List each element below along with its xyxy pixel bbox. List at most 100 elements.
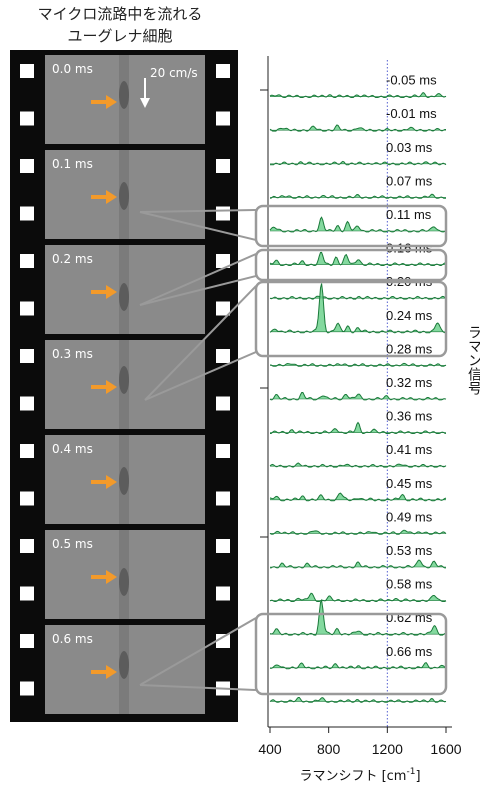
spectrum-line [269, 295, 447, 300]
spectrum-trace: 0.49 ms [269, 509, 447, 535]
orange-arrow-head [106, 570, 117, 584]
film-frame: 0.3 ms [45, 340, 205, 429]
spectrum-trace: 0.45 ms [269, 476, 447, 502]
frame-time-label: 0.5 ms [52, 537, 93, 551]
sprocket-hole-left [20, 444, 34, 458]
sprocket-hole-left [20, 539, 34, 553]
sprocket-hole-right [216, 396, 230, 411]
spectrum-time-label: -0.05 ms [386, 73, 437, 88]
sprocket-hole-left [20, 111, 34, 126]
spectrum-trace: 0.62 ms [269, 598, 447, 636]
sprocket-hole-left [20, 396, 34, 411]
flow-direction-indicator: 20 cm/s [140, 66, 198, 108]
y-axis-label: ラマン信号 [466, 325, 480, 395]
connector-line [139, 211, 257, 241]
connector-line [139, 253, 257, 306]
film-frame: 0.5 ms [45, 530, 205, 619]
orange-arrow-head [106, 665, 117, 679]
figure-title-line2: ユーグレナ細胞 [67, 27, 173, 45]
sprocket-hole-right [216, 206, 230, 221]
frame-time-label: 0.2 ms [52, 252, 93, 266]
connector-line [144, 351, 257, 401]
flow-arrow-head [140, 98, 150, 108]
sprocket-hole-right [216, 349, 230, 363]
spectrum-line [270, 160, 447, 166]
sprocket-hole-left [20, 254, 34, 268]
sprocket-hole-left [20, 64, 34, 78]
sprocket-hole-left [20, 206, 34, 221]
spectrum-line [270, 421, 447, 435]
cell-blob [119, 651, 129, 679]
spectrum-trace: -0.01 ms [269, 106, 446, 132]
spectrum-time-label: 0.58 ms [386, 577, 433, 592]
x-ticks: 400 800 1200 1600 [258, 727, 462, 757]
cell-blob [119, 283, 129, 311]
spectrum-line [269, 492, 447, 502]
spectrum-trace: 0.24 ms [269, 283, 447, 334]
spectrum-time-label: 0.16 ms [386, 241, 433, 256]
highlight-box [254, 612, 448, 696]
film-frame: 0.4 ms [45, 435, 205, 524]
spectrum-trace: 0.20 ms [269, 274, 447, 300]
sprocket-hole-right [216, 301, 230, 316]
sprocket-hole-left [20, 491, 34, 506]
cell-blob [119, 366, 129, 394]
figure-title-line1: マイクロ流路中を流れる [37, 5, 203, 23]
connector-line [144, 285, 257, 401]
film-frame: 0.6 ms [45, 625, 205, 714]
spectrum-line [269, 392, 447, 401]
spectrum-time-label: 0.36 ms [386, 409, 433, 424]
spectrum-time-label: 0.28 ms [386, 341, 433, 356]
flow-speed-label: 20 cm/s [150, 66, 198, 80]
spectrum-fill [270, 662, 446, 669]
film-frame: 0.1 ms [45, 150, 205, 239]
spectrum-time-label: 0.03 ms [386, 140, 433, 155]
cell-blob [119, 467, 129, 495]
spectrum-trace [269, 697, 447, 703]
spectrum-time-label: 0.07 ms [386, 173, 433, 188]
spectrum-fill [270, 422, 446, 434]
highlight-box [254, 280, 448, 358]
orange-arrow-head [106, 190, 117, 204]
sprocket-hole-left [20, 681, 34, 696]
sprocket-hole-right [216, 111, 230, 126]
highlight-box [254, 204, 448, 248]
spectrum-time-label: 0.41 ms [386, 442, 433, 457]
frame-time-label: 0.4 ms [52, 442, 93, 456]
spectrum-trace: 0.66 ms [269, 644, 447, 670]
x-tick-label: 1600 [430, 741, 461, 757]
spectrum-trace: 0.11 ms [269, 207, 447, 233]
orange-arrow-head [106, 285, 117, 299]
spectrum-line [270, 362, 447, 367]
spectrum-time-label: 0.62 ms [386, 610, 433, 625]
cell-blob [119, 182, 129, 210]
spectrum-trace: -0.05 ms [269, 73, 447, 99]
sprocket-hole-left [20, 349, 34, 363]
x-tick-label: 1200 [372, 741, 403, 757]
spectrum-trace: 0.41 ms [269, 442, 447, 468]
sprocket-holes [20, 64, 230, 696]
sprocket-hole-left [20, 159, 34, 173]
sprocket-hole-right [216, 64, 230, 78]
spectrum-trace: 0.28 ms [270, 341, 447, 367]
spectrum-trace: 0.32 ms [269, 375, 447, 401]
sprocket-hole-left [20, 301, 34, 316]
spectrum-time-label: -0.01 ms [386, 106, 437, 121]
frame-time-label: 0.0 ms [52, 62, 93, 76]
sprocket-hole-right [216, 634, 230, 648]
film-frame: 0.2 ms [45, 245, 205, 334]
sprocket-hole-left [20, 586, 34, 601]
spectrum-line [269, 251, 447, 267]
spectrum-trace: 0.36 ms [270, 409, 447, 435]
spectrum-time-label: 0.24 ms [386, 308, 433, 323]
connector-line [139, 684, 257, 691]
orange-arrow-head [106, 95, 117, 109]
spectrum-time-label: 0.66 ms [386, 644, 433, 659]
film-strip: 0.0 ms 0.1 ms 0.2 ms 0.3 ms 0.4 ms 0.5 ms 0.6 … [10, 50, 238, 722]
cell-blob [119, 81, 129, 109]
spectrum-line [269, 124, 446, 132]
sprocket-hole-right [216, 444, 230, 458]
spectrum-time-label: 0.45 ms [386, 476, 433, 491]
spectrum-line [269, 697, 447, 703]
